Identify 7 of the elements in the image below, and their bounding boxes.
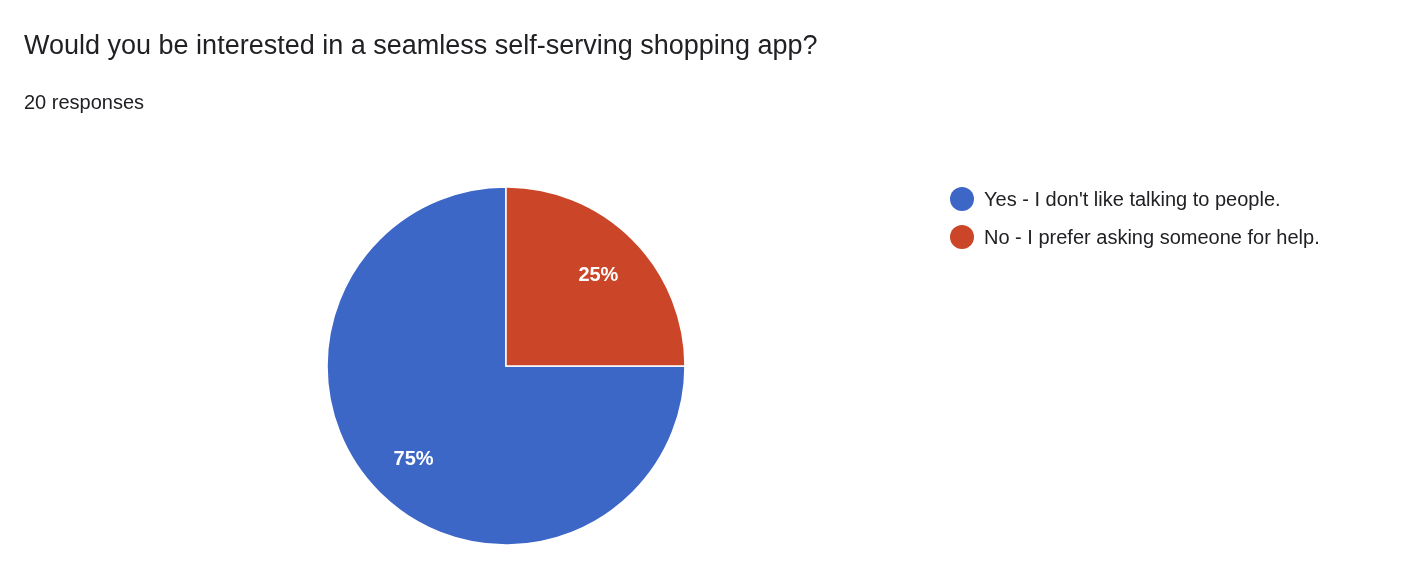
legend-label: Yes - I don't like talking to people. (984, 188, 1281, 210)
chart-title: Would you be interested in a seamless self-serving shopping app? (24, 30, 818, 60)
data-label: 75% (393, 447, 434, 470)
text: 20 responses (24, 91, 145, 113)
legend-label: No - I prefer asking someone for help. (984, 226, 1320, 248)
pie-slice (326, 186, 686, 546)
data-label: 25% (578, 262, 619, 285)
